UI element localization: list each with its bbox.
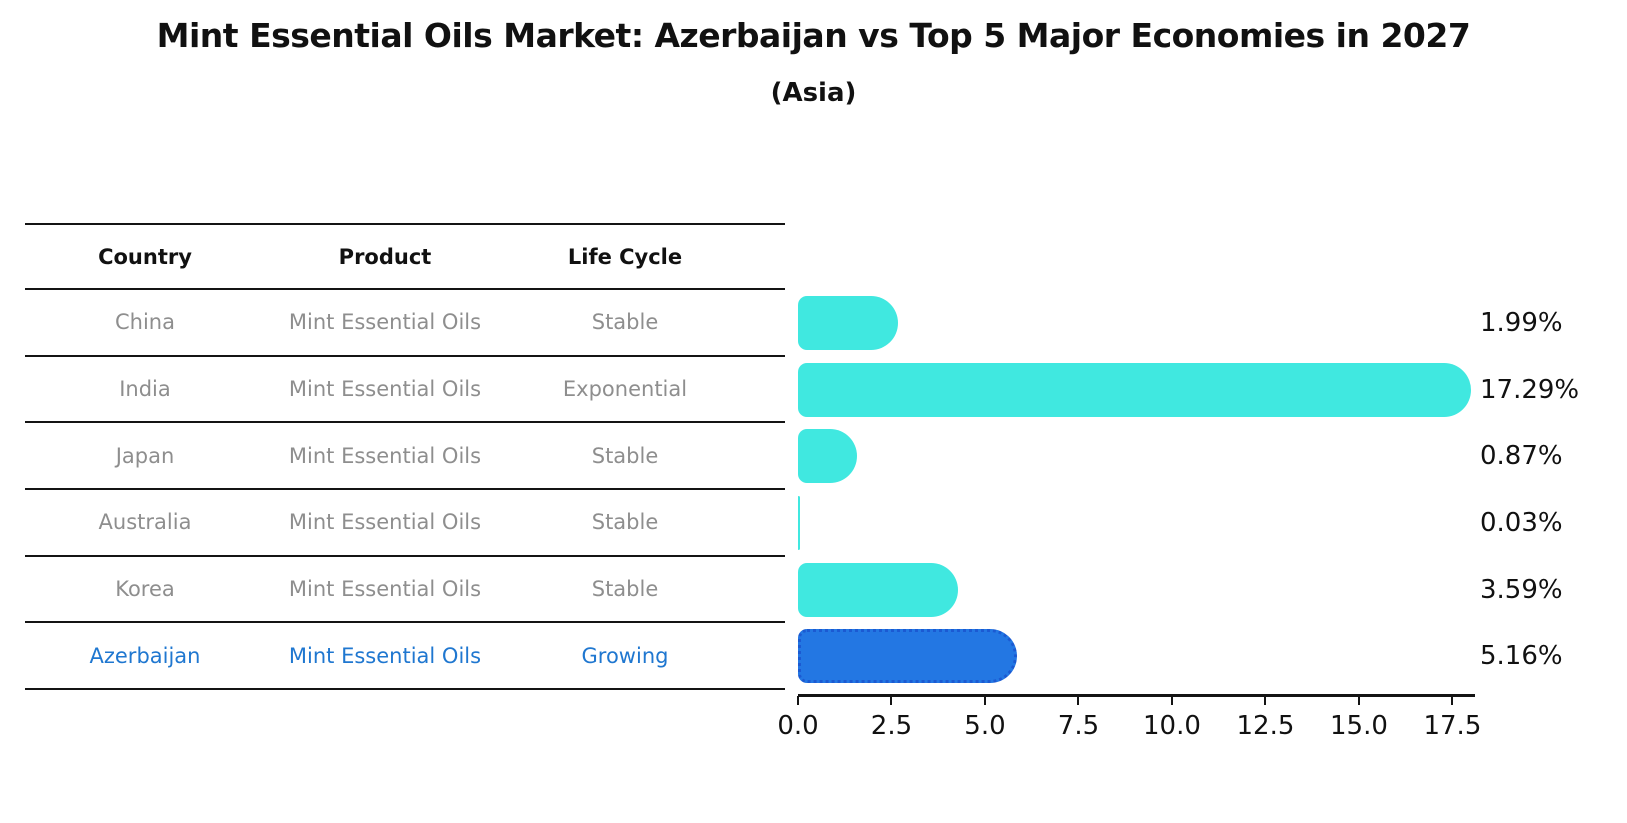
bar-row [798, 623, 1473, 690]
bar-row [798, 557, 1473, 624]
cell-life-cycle: Growing [581, 643, 669, 668]
cell-country: China [115, 310, 175, 335]
cell-life-cycle: Stable [591, 510, 659, 535]
x-tick-label: 17.5 [1423, 711, 1482, 741]
cell-life-cycle: Stable [591, 577, 659, 602]
x-tick-label: 10.0 [1143, 711, 1201, 741]
value-label-japan: 0.87% [1480, 441, 1563, 472]
cell-product: Mint Essential Oils [288, 310, 482, 335]
table-row-india: India Mint Essential Oils Exponential [25, 357, 785, 424]
cell-life-cycle: Stable [591, 443, 659, 468]
cell-country: Japan [115, 443, 175, 468]
x-tick-label: 15.0 [1329, 711, 1388, 741]
x-tick-label: 2.5 [870, 711, 913, 741]
x-tick-label: 5.0 [964, 711, 1006, 741]
bar-chart: 0.0 2.5 5.0 7.5 10.0 12.5 15.0 17.5 [777, 290, 1481, 741]
x-tick-label: 0.0 [777, 711, 819, 741]
tick-mark [1264, 696, 1267, 705]
bar-row [798, 423, 1473, 490]
column-header-country: Country [98, 244, 192, 269]
tick-mark [1077, 696, 1080, 705]
tick-mark [890, 696, 893, 705]
cell-product: Mint Essential Oils [288, 377, 482, 402]
cell-product: Mint Essential Oils [288, 510, 482, 535]
value-label-china: 1.99% [1480, 308, 1563, 338]
tick-mark [1170, 696, 1173, 705]
bar-azerbaijan [798, 629, 1017, 684]
cell-country: Australia [98, 510, 192, 535]
tick-mark [983, 696, 986, 705]
bar-japan [798, 429, 857, 484]
table-row-australia: Australia Mint Essential Oils Stable [25, 490, 785, 557]
bar-india [798, 362, 1471, 417]
chart-subtitle: (Asia) [770, 78, 857, 108]
value-label-korea: 3.59% [1480, 574, 1563, 605]
cell-product: Mint Essential Oils [288, 443, 482, 468]
value-label-australia: 0.03% [1480, 507, 1563, 538]
column-header-life-cycle: Life Cycle [567, 244, 683, 269]
bar-china [798, 296, 899, 350]
value-label-azerbaijan: 5.16% [1480, 641, 1563, 672]
table-row-china: China Mint Essential Oils Stable [25, 290, 785, 357]
bar-row [798, 290, 1473, 357]
x-tick-label: 12.5 [1236, 711, 1295, 741]
tick-mark [1357, 696, 1360, 705]
comparison-table: Country Product Life Cycle China Mint Es… [25, 223, 785, 691]
value-label-column: 1.99% 17.29% 0.87% 0.03% 3.59% 5.16% [1480, 290, 1625, 690]
tick-mark [1451, 696, 1454, 705]
bar-korea [798, 562, 959, 617]
bar-australia [798, 495, 800, 550]
cell-country: Azerbaijan [89, 643, 201, 668]
x-tick-label: 7.5 [1057, 711, 1100, 741]
tick-mark [797, 696, 799, 705]
column-header-product: Product [338, 244, 432, 269]
cell-product: Mint Essential Oils [288, 643, 482, 668]
bar-row [798, 357, 1473, 424]
table-row-korea: Korea Mint Essential Oils Stable [25, 557, 785, 624]
table-header-row: Country Product Life Cycle [25, 223, 785, 290]
cell-country: India [119, 377, 171, 402]
bar-row [798, 490, 1473, 557]
cell-life-cycle: Exponential [562, 377, 688, 402]
cell-country: Korea [115, 577, 175, 602]
chart-title: Mint Essential Oils Market: Azerbaijan v… [156, 16, 1471, 55]
table-row-azerbaijan: Azerbaijan Mint Essential Oils Growing [25, 623, 785, 691]
table-row-japan: Japan Mint Essential Oils Stable [25, 423, 785, 491]
cell-life-cycle: Stable [591, 310, 659, 335]
cell-product: Mint Essential Oils [288, 577, 482, 602]
value-label-india: 17.29% [1480, 374, 1580, 405]
x-axis-line [798, 694, 1475, 697]
